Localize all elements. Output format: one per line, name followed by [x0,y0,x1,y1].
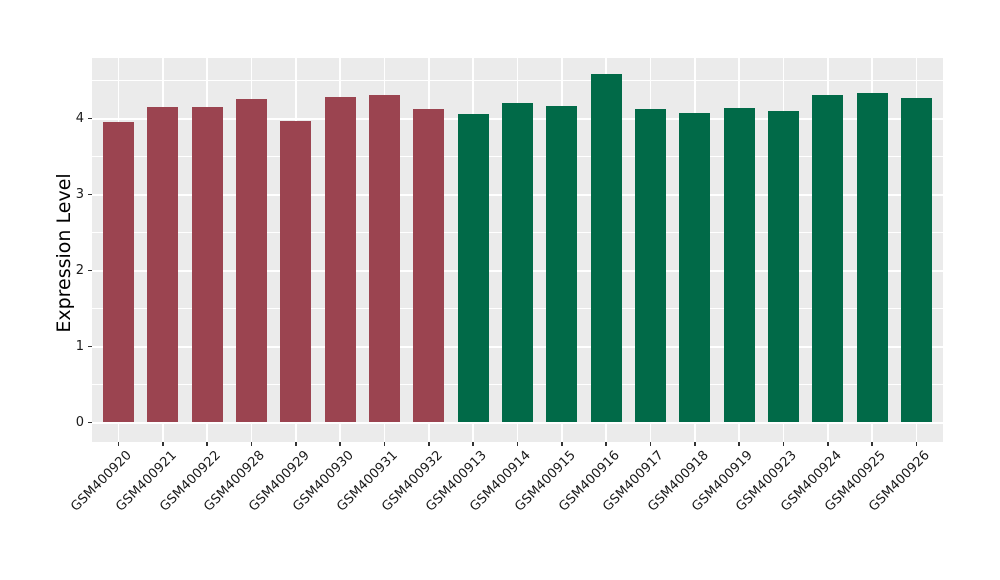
x-tick-mark [339,442,341,446]
x-tick-mark [782,442,785,446]
y-tick-mark [87,345,92,348]
x-tick-mark [561,442,563,446]
x-tick-mark [516,442,519,446]
y-tick-mark [87,269,92,272]
bar-GSM400922 [191,107,223,423]
x-tick-mark [295,442,297,446]
bar-GSM400913 [457,113,489,423]
y-tick-mark [87,193,92,196]
y-tick-label: 2 [75,263,84,278]
x-tick-mark [605,442,607,446]
bar-GSM400916 [590,74,622,423]
bar-GSM400914 [501,103,533,423]
y-tick-label: 4 [75,111,84,126]
bar-GSM400915 [546,106,578,423]
y-tick-label: 3 [75,187,84,202]
x-tick-mark [694,442,696,446]
bar-GSM400930 [324,97,356,423]
bar-GSM400919 [723,107,755,423]
x-tick-mark [428,442,430,446]
x-tick-mark [738,442,740,446]
bar-GSM400921 [147,107,179,423]
y-tick-mark [87,421,92,424]
bar-GSM400925 [856,92,888,423]
x-tick-mark [206,442,208,446]
y-tick-label: 1 [75,339,84,354]
x-tick-mark [827,442,829,446]
x-tick-mark [915,442,918,446]
bar-GSM400929 [280,120,312,423]
x-tick-mark [383,442,386,446]
bar-GSM400923 [767,110,799,423]
bar-GSM400926 [900,97,932,423]
x-tick-mark [162,442,164,446]
plot-panel [92,58,943,442]
y-tick-mark [87,117,92,120]
x-tick-mark [472,442,474,446]
bar-GSM400924 [812,94,844,423]
x-tick-mark [871,442,873,446]
bar-GSM400918 [679,113,711,423]
x-tick-mark [649,442,652,446]
bar-GSM400928 [236,98,268,423]
bar-GSM400932 [413,108,445,423]
x-tick-mark [250,442,253,446]
y-tick-label: 0 [75,415,84,430]
bar-GSM400920 [103,122,135,423]
x-tick-mark [117,442,120,446]
y-axis-title: Expression Level [53,173,75,333]
bar-GSM400931 [369,94,401,423]
bar-GSM400917 [634,108,666,423]
